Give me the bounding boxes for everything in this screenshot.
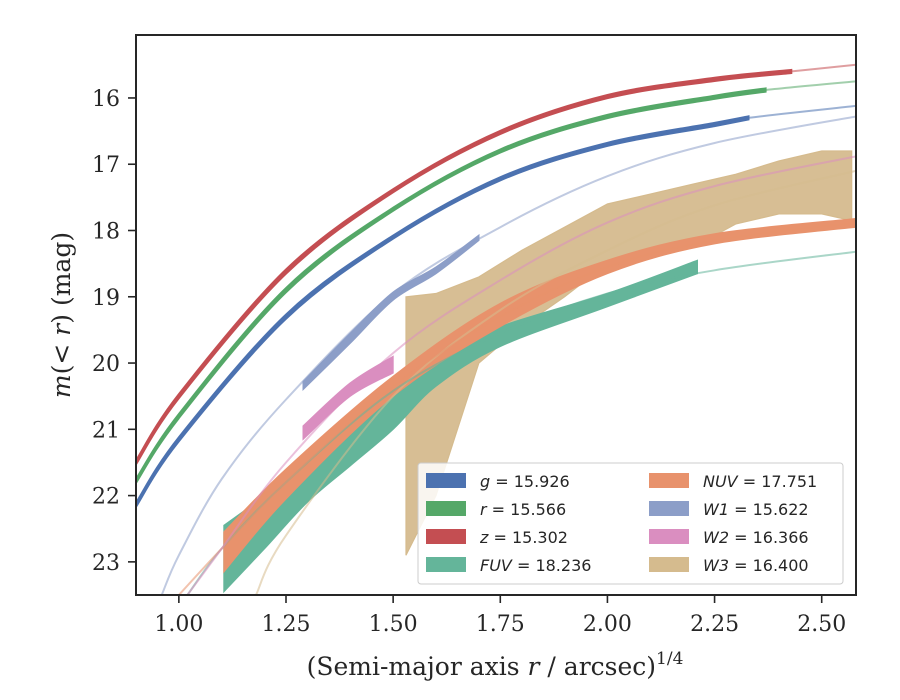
y-tick-label: 21 bbox=[92, 418, 120, 443]
legend-swatch-r bbox=[426, 501, 466, 516]
legend-swatch-nuv bbox=[649, 473, 689, 488]
legend-swatch-g bbox=[426, 473, 466, 488]
y-tick-label: 22 bbox=[92, 485, 120, 510]
legend-swatch-w1 bbox=[649, 501, 689, 516]
x-axis-title: (Semi-major axis r / arcsec)1/4 bbox=[307, 649, 684, 681]
model-curve-w3 bbox=[255, 169, 856, 595]
legend-label-nuv: NUV = 17.751 bbox=[703, 472, 817, 491]
plot-frame bbox=[135, 34, 857, 596]
legend: g = 15.926 r = 15.566 z = 15.302 FUV = 18.2… bbox=[417, 462, 844, 585]
model-curve-w1 bbox=[160, 115, 856, 595]
model-curve-z bbox=[136, 63, 856, 464]
data-band-r bbox=[136, 87, 767, 485]
x-axis: 1.00 1.25 1.50 1.75 2.00 2.25 2.50 bbox=[154, 595, 846, 637]
legend-label-fuv: FUV = 18.236 bbox=[480, 556, 591, 575]
legend-label-w2: W2 = 16.366 bbox=[703, 528, 809, 547]
y-axis-title: m(< r) (mag) bbox=[47, 232, 76, 398]
legend-box bbox=[417, 462, 844, 585]
y-tick-label: 23 bbox=[92, 551, 120, 576]
x-tick-label: 1.25 bbox=[262, 612, 311, 637]
x-tick-label: 2.25 bbox=[690, 612, 739, 637]
y-tick-label: 16 bbox=[92, 87, 120, 112]
x-tick-label: 1.75 bbox=[476, 612, 525, 637]
legend-label-z: z = 15.302 bbox=[479, 528, 568, 547]
model-curves bbox=[136, 63, 856, 595]
legend-swatch-z bbox=[426, 529, 466, 544]
x-tick-label: 1.50 bbox=[369, 612, 418, 637]
y-tick-label: 19 bbox=[92, 286, 120, 311]
legend-label-w1: W1 = 15.622 bbox=[703, 500, 809, 519]
x-tick-label: 1.00 bbox=[154, 612, 203, 637]
y-tick-label: 17 bbox=[92, 153, 120, 178]
model-curve-r bbox=[136, 80, 856, 482]
legend-label-g: g = 15.926 bbox=[480, 472, 570, 491]
legend-label-w3: W3 = 16.400 bbox=[703, 556, 809, 575]
y-tick-label: 18 bbox=[92, 220, 120, 245]
legend-label-r: r = 15.566 bbox=[480, 500, 566, 519]
model-curve-nuv bbox=[178, 221, 856, 595]
x-tick-label: 2.50 bbox=[797, 612, 846, 637]
model-curve-w2 bbox=[186, 155, 856, 595]
y-tick-label: 20 bbox=[92, 352, 120, 377]
legend-swatch-w3 bbox=[649, 557, 689, 572]
x-tick-label: 2.00 bbox=[583, 612, 632, 637]
model-curve-g bbox=[136, 104, 856, 506]
legend-swatch-fuv bbox=[426, 557, 466, 572]
data-band-g bbox=[136, 115, 750, 509]
y-axis: 16 17 18 19 20 21 22 23 bbox=[92, 87, 136, 576]
legend-swatch-w2 bbox=[649, 529, 689, 544]
